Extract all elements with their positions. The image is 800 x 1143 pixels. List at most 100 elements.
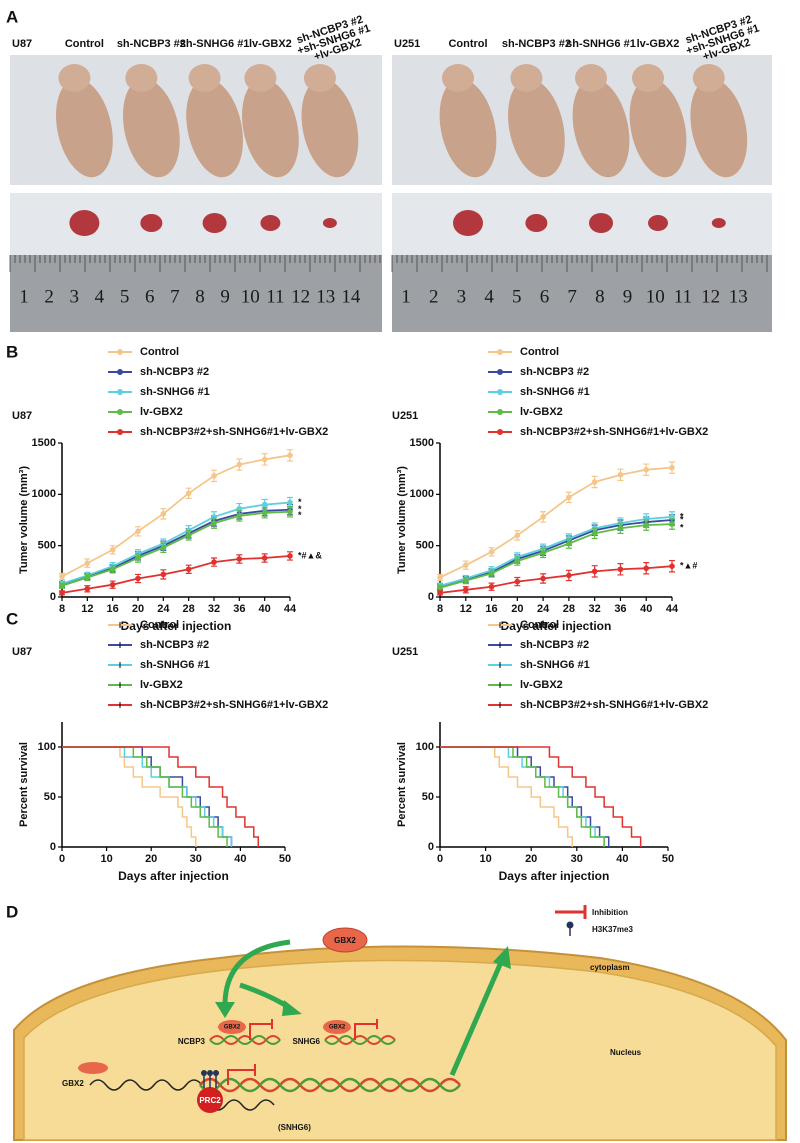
data-point (643, 466, 650, 473)
data-point (540, 514, 546, 520)
x-tick-label: 40 (640, 603, 652, 615)
arrow (215, 1002, 235, 1018)
series-line (61, 508, 291, 586)
arrow (282, 1000, 302, 1016)
x-tick-label: 50 (279, 853, 291, 865)
x-tick-label: 8 (59, 603, 65, 615)
mouse-head (692, 64, 725, 92)
legend-marker (497, 369, 503, 375)
cell-line-label: U87 (12, 38, 32, 50)
survival-curve (440, 746, 605, 847)
mouse (122, 78, 180, 178)
prc2-complex (197, 1087, 223, 1113)
legend-marker (117, 349, 123, 355)
chart-title: U251 (392, 646, 418, 658)
legend-label: sh-SNHG6 #1 (520, 386, 590, 398)
legend-marker (117, 389, 123, 395)
legend-marker (117, 369, 123, 375)
survival-curve (62, 746, 259, 847)
data-point (591, 530, 598, 537)
compartment-label: Nucleus (610, 1048, 642, 1057)
data-point (540, 550, 546, 556)
ruler-number: 1 (401, 286, 411, 307)
ruler-number: 1 (19, 286, 29, 307)
x-tick-label: 50 (662, 853, 674, 865)
dna (199, 1077, 461, 1093)
ruler-number: 11 (266, 286, 284, 307)
mouse (508, 78, 565, 178)
legend-label: sh-NCBP3 #2 (140, 639, 209, 651)
y-tick-label: 1000 (410, 488, 434, 500)
ruler-number: 3 (70, 286, 80, 307)
series-line (439, 523, 673, 589)
data-point (617, 566, 624, 573)
y-tick-label: 500 (416, 540, 434, 552)
ruler-number: 5 (120, 286, 130, 307)
data-point (160, 511, 167, 517)
ruler-number: 11 (674, 286, 692, 307)
mouse-head (125, 64, 158, 92)
data-point (109, 566, 116, 573)
x-tick-label: 32 (208, 603, 220, 615)
legend-text: Inhibition (592, 908, 628, 917)
mouse-head (575, 64, 607, 92)
ruler-number: 2 (429, 286, 439, 307)
tumor (322, 218, 337, 228)
gbx2-protein (218, 1020, 246, 1034)
x-tick-label: 40 (616, 853, 628, 865)
group-label: sh-NCBP3 #2 (117, 38, 186, 50)
histone-mark (213, 1070, 219, 1076)
legend-label: sh-NCBP3 #2 (520, 639, 589, 651)
group-label: sh-SNHG6 #1 (566, 38, 636, 50)
legend-label: Control (520, 619, 559, 631)
data-point (643, 565, 650, 572)
data-point (109, 581, 116, 588)
group-label: sh-SNHG6 #1 (180, 38, 250, 50)
survival-curve (440, 746, 605, 847)
data-point (488, 549, 495, 555)
legend-label: Control (140, 619, 179, 631)
gene-label: (SNHG6) (278, 1123, 311, 1132)
data-point (211, 559, 217, 565)
significance-label: * (680, 522, 684, 532)
ruler-number: 13 (316, 286, 335, 307)
chromatin (89, 1079, 203, 1091)
legend-mark-icon (566, 921, 574, 929)
significance-label: * (298, 510, 302, 520)
data-point (59, 582, 65, 589)
nucleus (23, 959, 777, 1141)
data-point (669, 514, 675, 520)
x-tick-label: 12 (460, 603, 472, 615)
survival-curve (440, 746, 610, 847)
data-point (488, 583, 495, 590)
panel-label: B (6, 342, 18, 361)
series-line (61, 510, 291, 587)
legend-marker (497, 409, 503, 415)
legend-marker (497, 349, 503, 355)
gene-label: NCBP3 (178, 1037, 206, 1046)
data-point (437, 590, 443, 596)
mouse-head (442, 64, 474, 92)
y-tick-label: 0 (50, 841, 56, 853)
series-line (61, 501, 291, 585)
x-tick-label: 40 (234, 853, 246, 865)
legend-label: sh-SNHG6 #1 (140, 386, 210, 398)
survival-curve (440, 746, 642, 847)
series-line (439, 565, 673, 594)
data-point (669, 563, 675, 569)
tumor (589, 213, 613, 233)
data-point (261, 456, 268, 463)
y-tick-label: 1500 (410, 437, 434, 449)
y-tick-label: 0 (428, 841, 434, 853)
legend-label: sh-NCBP3 #2 (520, 366, 589, 378)
ruler-number: 9 (220, 286, 230, 307)
ruler-number: 14 (341, 286, 361, 307)
protein-label: GBX2 (334, 936, 356, 945)
group-label: lv-GBX2 (637, 38, 680, 50)
y-tick-label: 50 (422, 791, 434, 803)
series-line (61, 454, 291, 578)
data-point (160, 571, 167, 578)
data-point (514, 532, 521, 539)
x-tick-label: 30 (571, 853, 583, 865)
group-label: sh-NCBP3 #2 (502, 38, 571, 50)
